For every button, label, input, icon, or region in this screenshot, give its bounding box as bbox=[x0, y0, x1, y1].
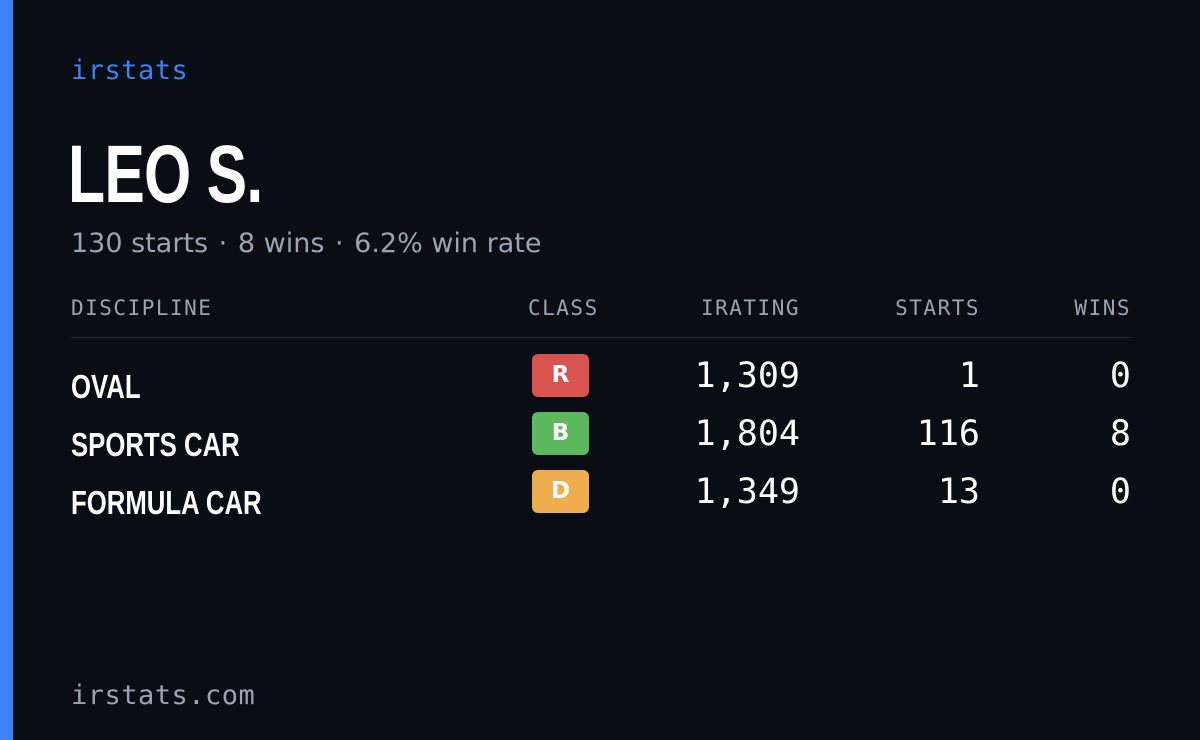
player-summary: 130 starts · 8 wins · 6.2% win rate bbox=[71, 228, 541, 259]
summary-wins: 8 wins bbox=[237, 228, 325, 259]
class-badge: D bbox=[532, 470, 589, 513]
player-name: LEO S. bbox=[68, 129, 263, 220]
summary-separator: · bbox=[218, 228, 228, 259]
discipline-name: SPORTS CAR bbox=[71, 426, 240, 463]
starts-value: 1 bbox=[958, 356, 980, 396]
wins-value: 0 bbox=[1109, 472, 1131, 512]
irating-value: 1,309 bbox=[694, 356, 800, 396]
table-row-oval: OVAL R 1,309 1 0 bbox=[71, 354, 1131, 412]
irating-value: 1,349 bbox=[694, 472, 800, 512]
accent-bar bbox=[0, 0, 13, 740]
discipline-name: FORMULA CAR bbox=[71, 484, 262, 521]
wins-value: 0 bbox=[1109, 356, 1131, 396]
starts-value: 116 bbox=[916, 414, 980, 454]
wins-value: 8 bbox=[1109, 414, 1131, 454]
header-discipline: DISCIPLINE bbox=[71, 296, 213, 320]
summary-win-rate: 6.2% win rate bbox=[354, 228, 542, 259]
table-row-formula-car: FORMULA CAR D 1,349 13 0 bbox=[71, 470, 1131, 528]
header-class: CLASS bbox=[528, 296, 599, 320]
discipline-name: OVAL bbox=[71, 368, 141, 405]
irating-value: 1,804 bbox=[694, 414, 800, 454]
header-starts: STARTS bbox=[895, 296, 980, 320]
footer-site-url: irstats.com bbox=[71, 680, 256, 711]
summary-starts: 130 starts bbox=[71, 228, 209, 259]
summary-separator: · bbox=[334, 228, 344, 259]
starts-value: 13 bbox=[937, 472, 980, 512]
header-wins: WINS bbox=[1074, 296, 1131, 320]
header-divider bbox=[71, 337, 1131, 338]
class-badge: B bbox=[532, 412, 589, 455]
table-row-sports-car: SPORTS CAR B 1,804 116 8 bbox=[71, 412, 1131, 470]
class-badge: R bbox=[532, 354, 589, 397]
header-irating: IRATING bbox=[700, 296, 800, 320]
brand-logo-text: irstats bbox=[71, 55, 189, 86]
